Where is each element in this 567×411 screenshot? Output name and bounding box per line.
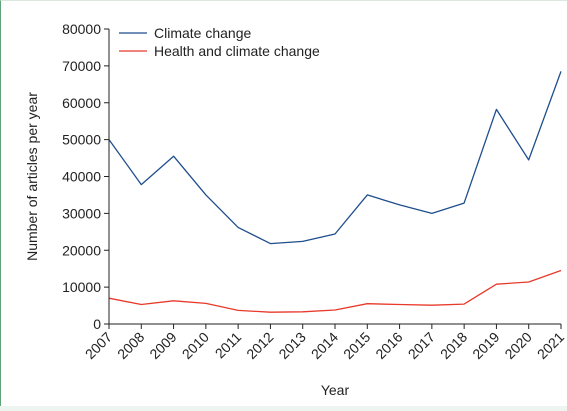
legend-label: Health and climate change — [154, 43, 320, 59]
x-tick-label: 2016 — [372, 329, 405, 362]
x-tick-label: 2017 — [405, 329, 438, 362]
series-line-1 — [108, 71, 562, 245]
series-line-2 — [108, 269, 562, 313]
x-tick-label: 2012 — [243, 329, 276, 362]
y-tick-label: 70000 — [62, 58, 101, 74]
x-axis-label: Year — [321, 382, 350, 398]
legend-label: Climate change — [154, 25, 251, 41]
y-axis-ticks: 0 10000 20000 30000 40000 50000 60000 70000 8000… — [62, 21, 109, 332]
x-tick-label: 2021 — [534, 329, 567, 362]
y-tick-label: 80000 — [62, 21, 101, 37]
x-tick-label: 2010 — [179, 329, 212, 362]
y-tick-label: 20000 — [62, 242, 101, 258]
legend: Climate change Health and climate change — [119, 25, 320, 59]
x-tick-label: 2014 — [308, 329, 341, 362]
y-tick-label: 30000 — [62, 205, 101, 221]
y-axis-label: Number of articles per year — [24, 92, 40, 261]
x-tick-label: 2011 — [212, 329, 245, 362]
y-tick-label: 60000 — [62, 95, 101, 111]
x-tick-label: 2008 — [114, 329, 147, 362]
x-tick-label: 2015 — [340, 329, 373, 362]
y-tick-label: 40000 — [62, 169, 101, 185]
x-tick-label: 2007 — [82, 329, 115, 362]
x-tick-label: 2018 — [437, 329, 470, 362]
x-tick-label: 2020 — [501, 329, 534, 362]
y-tick-label: 0 — [93, 316, 101, 332]
series-layer — [108, 71, 562, 313]
y-tick-label: 50000 — [62, 132, 101, 148]
x-tick-label: 2013 — [275, 329, 308, 362]
x-tick-label: 2019 — [469, 329, 502, 362]
y-tick-label: 10000 — [62, 279, 101, 295]
x-tick-label: 2009 — [146, 329, 179, 362]
